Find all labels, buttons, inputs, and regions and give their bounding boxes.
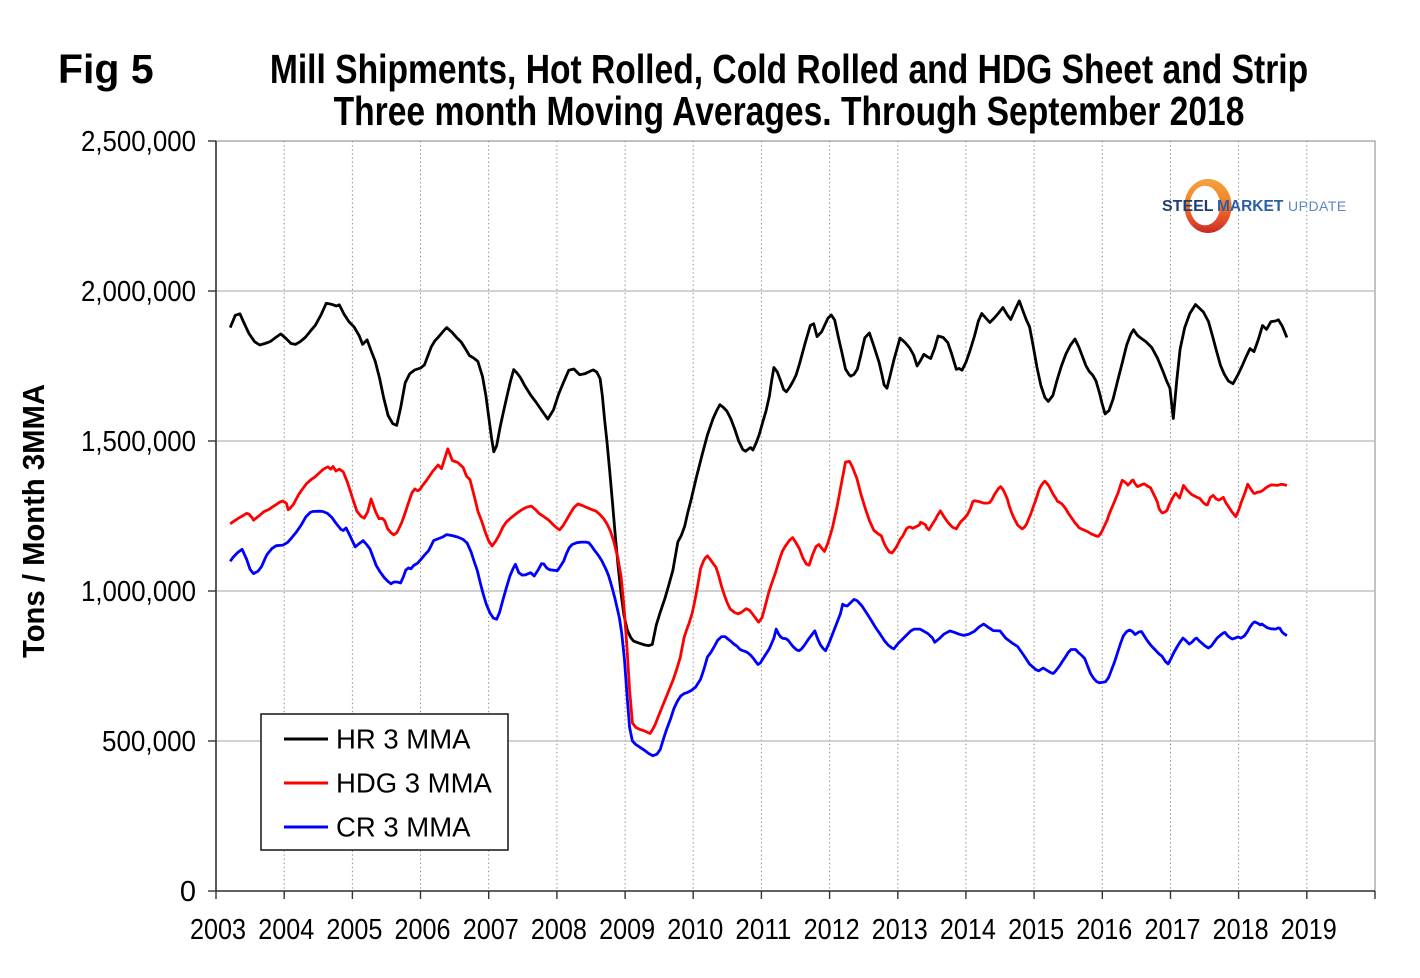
svg-text:HR 3 MMA: HR 3 MMA bbox=[336, 724, 471, 755]
svg-text:2,000,000: 2,000,000 bbox=[81, 276, 196, 308]
svg-text:Mill Shipments, Hot Rolled, Co: Mill Shipments, Hot Rolled, Cold Rolled … bbox=[270, 46, 1308, 92]
svg-text:Fig 5: Fig 5 bbox=[58, 46, 154, 92]
svg-text:1,500,000: 1,500,000 bbox=[81, 426, 196, 458]
svg-text:2017: 2017 bbox=[1145, 914, 1201, 946]
svg-text:2010: 2010 bbox=[667, 914, 723, 946]
svg-text:500,000: 500,000 bbox=[102, 726, 196, 758]
svg-text:2,500,000: 2,500,000 bbox=[81, 126, 196, 158]
svg-text:2018: 2018 bbox=[1213, 914, 1269, 946]
svg-text:STEEL: STEEL bbox=[1162, 198, 1214, 215]
svg-text:2014: 2014 bbox=[940, 914, 996, 946]
svg-text:Three month Moving Averages. T: Three month Moving Averages. Through Sep… bbox=[334, 88, 1245, 134]
svg-text:2019: 2019 bbox=[1281, 914, 1337, 946]
svg-text:MARKET: MARKET bbox=[1217, 198, 1284, 215]
svg-text:2009: 2009 bbox=[599, 914, 655, 946]
svg-text:1,000,000: 1,000,000 bbox=[81, 576, 196, 608]
svg-text:2008: 2008 bbox=[531, 914, 587, 946]
svg-text:HDG 3 MMA: HDG 3 MMA bbox=[336, 768, 493, 799]
svg-text:2015: 2015 bbox=[1008, 914, 1064, 946]
svg-text:2003: 2003 bbox=[190, 914, 246, 946]
svg-text:0: 0 bbox=[180, 876, 196, 908]
svg-text:2012: 2012 bbox=[804, 914, 860, 946]
svg-text:2013: 2013 bbox=[872, 914, 928, 946]
svg-text:UPDATE: UPDATE bbox=[1288, 198, 1347, 214]
svg-text:CR 3 MMA: CR 3 MMA bbox=[336, 812, 471, 843]
svg-text:2016: 2016 bbox=[1076, 914, 1132, 946]
svg-text:Tons / Month 3MMA: Tons / Month 3MMA bbox=[16, 384, 51, 658]
svg-text:2004: 2004 bbox=[258, 914, 314, 946]
svg-text:2005: 2005 bbox=[326, 914, 382, 946]
svg-text:2007: 2007 bbox=[463, 914, 519, 946]
svg-text:2011: 2011 bbox=[735, 914, 791, 946]
svg-text:2006: 2006 bbox=[395, 914, 451, 946]
